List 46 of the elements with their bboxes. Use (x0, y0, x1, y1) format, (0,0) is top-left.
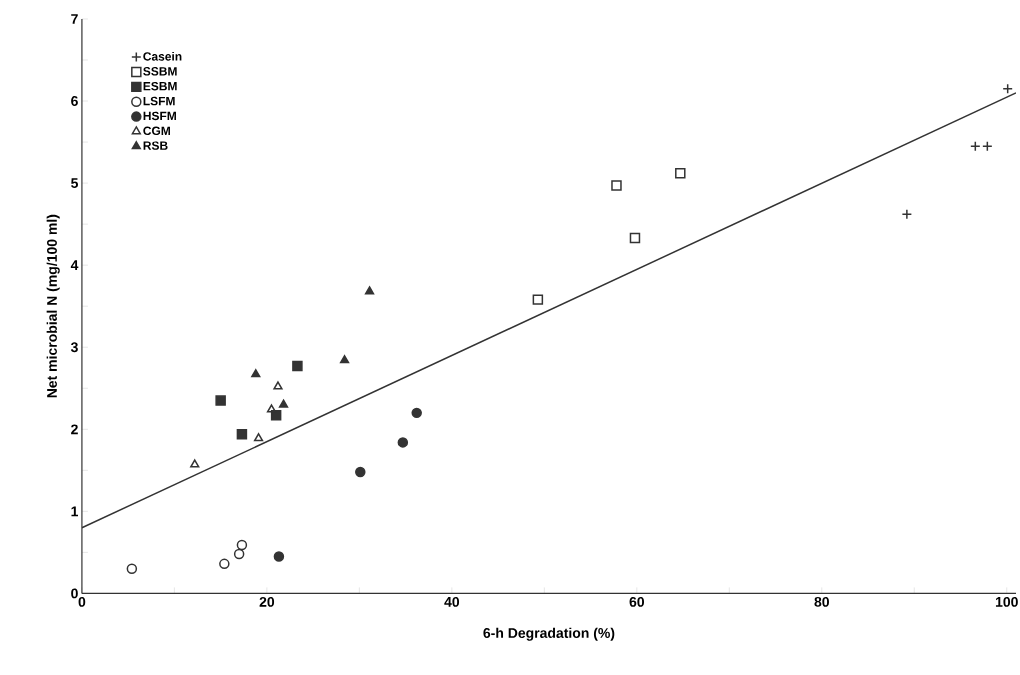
point (273, 551, 285, 562)
legend-label: LSFM (143, 96, 175, 106)
x-axis-title: 6-h Degradation (%) (483, 627, 615, 641)
y-tick-label: 1 (71, 506, 79, 516)
legend-label: HSFM (143, 111, 176, 120)
point (611, 180, 622, 191)
point (364, 286, 375, 295)
point (411, 407, 422, 418)
point (675, 167, 686, 179)
point (339, 354, 350, 364)
legend-label: SSBM (143, 66, 177, 76)
legend-label: Casein (143, 51, 182, 61)
point (215, 395, 226, 406)
x-tick-label: 40 (444, 596, 460, 607)
point (629, 232, 641, 244)
point (532, 294, 544, 305)
y-axis-title: Net microbial N (mg/100 ml) (46, 214, 60, 398)
point (236, 428, 248, 440)
legend-label: RSB (143, 141, 168, 150)
point (190, 459, 200, 468)
point (273, 381, 283, 390)
point (233, 548, 245, 560)
point (266, 404, 277, 413)
point (253, 432, 264, 442)
legend-label: CGM (143, 126, 170, 135)
point (278, 399, 289, 408)
x-tick-label: 60 (629, 596, 645, 607)
y-tick-label: 6 (71, 95, 78, 106)
point (126, 563, 138, 574)
point (251, 368, 261, 378)
point (236, 539, 248, 551)
y-tick-label: 5 (71, 178, 79, 188)
point (355, 466, 366, 478)
x-tick-label: 80 (814, 596, 829, 607)
x-tick-label: 20 (259, 596, 275, 607)
y-tick-label: 3 (70, 342, 78, 353)
y-tick-label: 7 (71, 14, 78, 24)
point (219, 558, 230, 569)
y-tick-label: 2 (71, 424, 78, 435)
y-tick-label: 0 (71, 588, 78, 599)
point (292, 360, 303, 372)
x-tick-label: 100 (995, 596, 1018, 607)
legend-label: ESBM (143, 81, 177, 91)
point (397, 437, 409, 448)
x-tick-label: 0 (78, 596, 86, 607)
y-tick-label: 4 (70, 260, 79, 270)
